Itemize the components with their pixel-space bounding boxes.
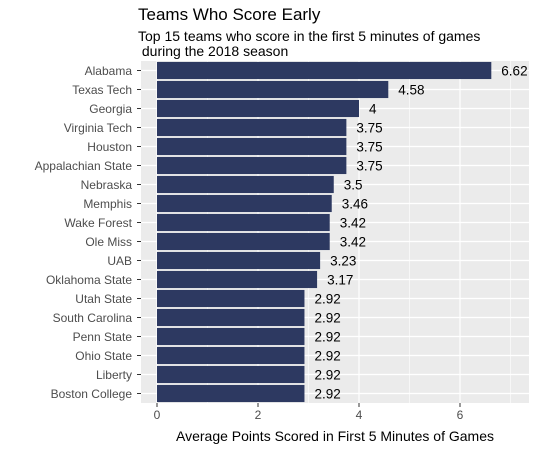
y-tick-label: Alabama [85, 64, 133, 78]
y-tick-label: Boston College [51, 387, 133, 401]
bar [157, 80, 389, 99]
value-label: 3.75 [356, 159, 382, 174]
bar [157, 213, 330, 232]
value-label: 2.92 [314, 387, 340, 402]
bar [157, 308, 305, 327]
bar [157, 61, 492, 80]
y-tick-label: UAB [107, 254, 132, 268]
chart-subtitle: Top 15 teams who score in the first 5 mi… [138, 28, 481, 59]
value-label: 2.92 [314, 330, 340, 345]
value-label: 4 [369, 102, 377, 117]
bar [157, 365, 305, 384]
bar [157, 194, 332, 213]
value-label: 3.42 [340, 216, 366, 231]
y-tick-label: Appalachian State [35, 159, 133, 173]
value-label: 3.75 [356, 121, 382, 136]
value-label: 2.92 [314, 311, 340, 326]
y-tick-label: Wake Forest [64, 216, 132, 230]
y-tick-label: Texas Tech [72, 83, 132, 97]
value-label: 2.92 [314, 368, 340, 383]
bar [157, 251, 321, 270]
bar [157, 289, 305, 308]
value-label: 3.46 [342, 197, 368, 212]
x-tick-label: 0 [154, 408, 161, 422]
bar [157, 327, 305, 346]
y-axis: Alabama Texas Tech Georgia Virginia Tech Hou… [35, 64, 141, 401]
value-label: 6.62 [501, 64, 527, 79]
value-label: 2.92 [314, 349, 340, 364]
x-axis-label: Average Points Scored in First 5 Minutes… [176, 428, 494, 444]
bar [157, 232, 330, 251]
y-tick-label: Oklahoma State [46, 273, 132, 287]
y-tick-label: Houston [87, 140, 132, 154]
bar [157, 99, 359, 118]
y-tick-label: Penn State [73, 330, 133, 344]
y-tick-label: Utah State [75, 292, 132, 306]
bars [157, 61, 492, 403]
value-label: 3.42 [340, 235, 366, 250]
value-label: 3.5 [344, 178, 363, 193]
y-tick-label: Nebraska [81, 178, 133, 192]
x-axis: 0 2 4 6 [154, 403, 464, 422]
chart-title: Teams Who Score Early [138, 5, 321, 24]
value-label: 2.92 [314, 292, 340, 307]
value-label: 3.75 [356, 140, 382, 155]
x-tick-label: 4 [356, 408, 363, 422]
value-label: 3.17 [327, 273, 353, 288]
y-tick-label: Ole Miss [85, 235, 132, 249]
value-label: 4.58 [398, 83, 424, 98]
x-tick-label: 6 [457, 408, 464, 422]
y-tick-label: Memphis [83, 197, 132, 211]
bar [157, 175, 334, 194]
y-tick-label: South Carolina [53, 311, 133, 325]
plot-panel [141, 61, 529, 403]
y-tick-label: Georgia [89, 102, 132, 116]
bar [157, 346, 305, 365]
value-label: 3.23 [330, 254, 356, 269]
y-tick-label: Liberty [96, 368, 132, 382]
y-tick-label: Virginia Tech [64, 121, 132, 135]
y-tick-label: Ohio State [75, 349, 132, 363]
value-labels: 6.62 4.58 4 3.75 3.75 3.75 3.5 3.46 3.42 3.42 3.23… [314, 64, 527, 402]
bar [157, 384, 305, 403]
bar [157, 270, 318, 289]
x-tick-label: 2 [255, 408, 262, 422]
bar [157, 156, 347, 175]
bar [157, 137, 347, 156]
bar [157, 118, 347, 137]
